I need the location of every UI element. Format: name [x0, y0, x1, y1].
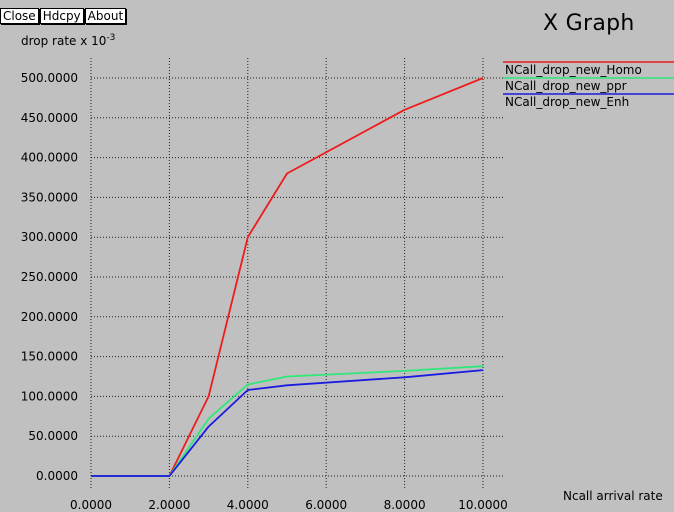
- x-tick-label: 10.0000: [458, 498, 508, 512]
- y-tick-label: 100.0000: [21, 389, 78, 403]
- series-line-NCall_drop_new_Enh: [91, 369, 484, 477]
- y-tick-labels: 0.0000 50.0000 100.0000 150.0000 200.0000 250…: [21, 71, 78, 483]
- legend-label: NCall_drop_new_ppr: [505, 79, 627, 93]
- hdcpy-button[interactable]: Hdcpy: [39, 8, 84, 24]
- y-tick-label: 500.0000: [21, 71, 78, 85]
- close-button[interactable]: Close: [0, 8, 39, 24]
- y-tick-label: 300.0000: [21, 230, 78, 244]
- x-tick-label: 6.0000: [305, 498, 347, 512]
- y-tick-label: 250.0000: [21, 270, 78, 284]
- y-tick-label: 450.0000: [21, 111, 78, 125]
- y-tick-label: 50.0000: [28, 429, 78, 443]
- x-tick-label: 2.0000: [148, 498, 190, 512]
- x-tick-label: 0.0000: [70, 498, 112, 512]
- y-axis-label: drop rate x 10-3: [21, 30, 115, 49]
- y-tick-label: 150.0000: [21, 350, 78, 364]
- grid: [90, 58, 503, 488]
- y-tick-label: 0.0000: [36, 469, 78, 483]
- legend: NCall_drop_new_Homo NCall_drop_new_ppr NCa…: [503, 61, 674, 109]
- y-axis-label-exponent: -3: [106, 33, 116, 43]
- legend-label: NCall_drop_new_Homo: [505, 63, 642, 77]
- x-tick-labels: 0.0000 2.0000 4.0000 6.0000 8.0000 10.0000: [70, 498, 508, 512]
- x-tick-label: 8.0000: [384, 498, 426, 512]
- legend-label: NCall_drop_new_Enh: [505, 95, 629, 109]
- y-tick-label: 400.0000: [21, 151, 78, 165]
- series-line-NCall_drop_new_ppr: [91, 365, 484, 477]
- window-title: X Graph: [543, 11, 635, 36]
- toolbar: Close Hdcpy About: [0, 8, 127, 24]
- y-tick-label: 200.0000: [21, 310, 78, 324]
- x-axis-label: Ncall arrival rate: [563, 489, 663, 503]
- about-button[interactable]: About: [84, 8, 127, 24]
- y-tick-label: 350.0000: [21, 190, 78, 204]
- series-lines: [91, 77, 484, 477]
- x-tick-label: 4.0000: [227, 498, 269, 512]
- y-axis-label-text: drop rate x 10: [21, 34, 107, 48]
